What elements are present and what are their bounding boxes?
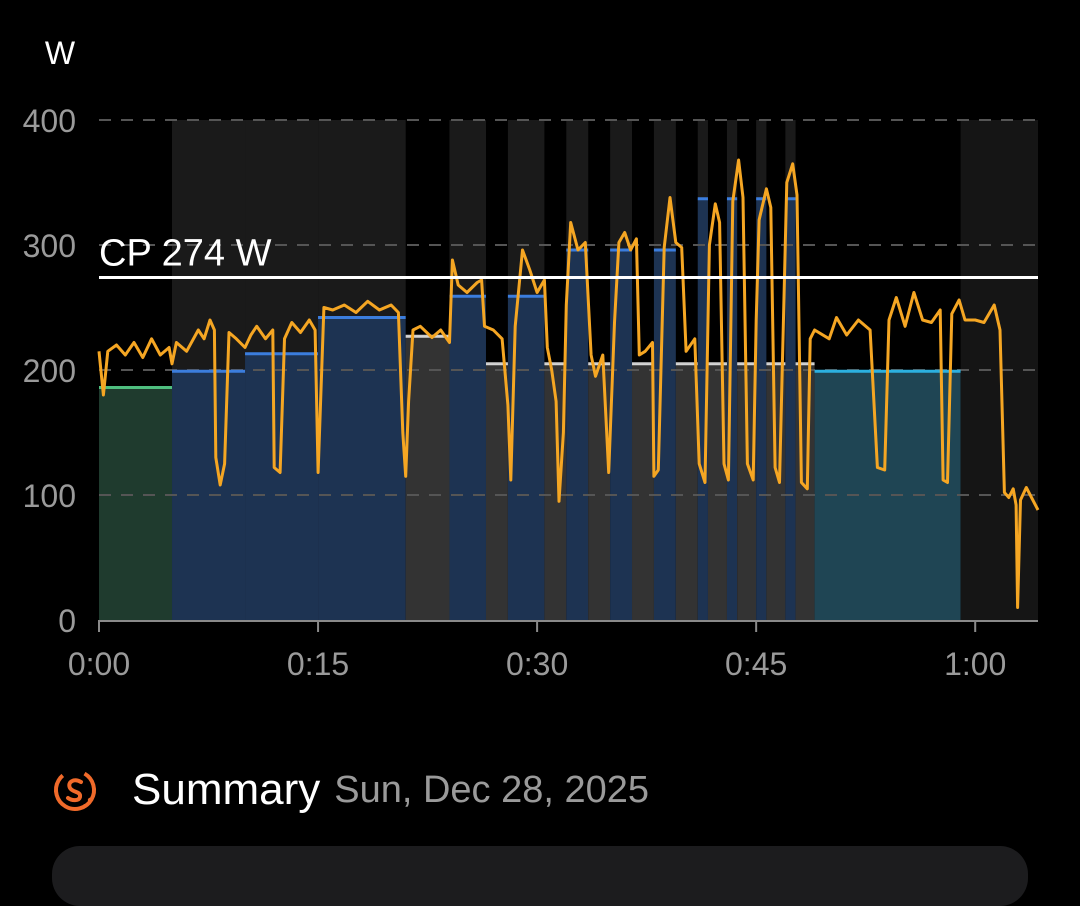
zone-band bbox=[795, 363, 815, 620]
zone-band bbox=[566, 250, 589, 620]
zone-highlight bbox=[566, 120, 589, 250]
summary-date: Sun, Dec 28, 2025 bbox=[334, 768, 650, 811]
zone-band bbox=[726, 198, 738, 620]
summary-title: Summary bbox=[132, 765, 321, 814]
zone-band bbox=[785, 198, 796, 620]
zone-highlight bbox=[507, 120, 545, 297]
cp-label: CP 274 W bbox=[99, 233, 272, 275]
power-chart[interactable]: CP 274 W W 0 100 200 300 400 0:00 0:15 0:30 0:4… bbox=[0, 0, 1080, 720]
x-tick-label: 0:15 bbox=[287, 646, 349, 682]
zone-highlight bbox=[245, 120, 319, 354]
y-tick-label: 400 bbox=[23, 103, 76, 139]
x-tick-label: 1:00 bbox=[944, 646, 1006, 682]
zone-highlight bbox=[653, 120, 676, 250]
zone-band bbox=[737, 363, 757, 620]
zone-band bbox=[756, 198, 767, 620]
zone-highlight bbox=[756, 120, 767, 199]
zone-band bbox=[632, 363, 654, 620]
zone-band bbox=[485, 363, 508, 620]
zone-band bbox=[318, 317, 406, 620]
zone-highlight bbox=[449, 120, 486, 297]
zone-band bbox=[697, 198, 708, 620]
strava-summary-icon bbox=[54, 769, 96, 811]
zone-highlight bbox=[697, 120, 708, 199]
y-axis-unit: W bbox=[45, 35, 76, 71]
x-axis-ticks: 0:00 0:15 0:30 0:45 1:00 bbox=[68, 620, 1006, 682]
y-tick-label: 300 bbox=[23, 228, 76, 264]
x-tick-label: 0:00 bbox=[68, 646, 130, 682]
zone-band bbox=[610, 250, 633, 620]
x-tick-label: 0:30 bbox=[506, 646, 568, 682]
x-tick-label: 0:45 bbox=[725, 646, 787, 682]
power-line bbox=[97, 158, 1040, 609]
zone-band bbox=[544, 363, 567, 620]
zone-bands bbox=[99, 120, 1038, 620]
zone-band bbox=[653, 250, 676, 620]
zone-highlight bbox=[785, 120, 796, 199]
zone-band bbox=[675, 363, 698, 620]
zone-highlight bbox=[726, 120, 738, 199]
y-axis-ticks: 0 100 200 300 400 bbox=[23, 103, 76, 639]
zone-band bbox=[588, 363, 611, 620]
zone-band bbox=[405, 336, 450, 620]
zone-band bbox=[449, 296, 486, 620]
summary-header[interactable]: Summary Sun, Dec 28, 2025 bbox=[52, 762, 649, 818]
y-tick-label: 100 bbox=[23, 478, 76, 514]
summary-card[interactable] bbox=[52, 846, 1028, 906]
y-tick-label: 0 bbox=[58, 603, 76, 639]
zone-highlight bbox=[610, 120, 633, 250]
target-steps bbox=[99, 197, 961, 389]
zone-band bbox=[99, 387, 173, 620]
zone-highlight bbox=[318, 120, 406, 318]
y-tick-label: 200 bbox=[23, 353, 76, 389]
